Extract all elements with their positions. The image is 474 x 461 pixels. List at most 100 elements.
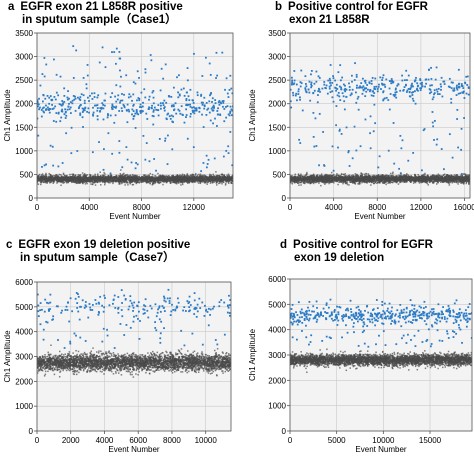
negative-droplet-point bbox=[102, 175, 104, 178]
negative-droplet-point bbox=[66, 182, 68, 184]
negative-droplet-point bbox=[226, 174, 228, 177]
negative-droplet-point bbox=[210, 174, 213, 176]
positive-droplet-point bbox=[373, 86, 376, 88]
positive-droplet-point bbox=[144, 68, 147, 71]
positive-droplet-point bbox=[189, 103, 192, 106]
positive-droplet-point bbox=[98, 141, 100, 143]
positive-droplet-point bbox=[334, 86, 337, 89]
negative-droplet-point bbox=[209, 178, 211, 181]
negative-droplet-point bbox=[184, 175, 187, 177]
positive-droplet-point bbox=[344, 87, 347, 90]
negative-droplet-point bbox=[134, 176, 136, 178]
negative-droplet-point bbox=[98, 176, 101, 178]
positive-droplet-point bbox=[355, 101, 358, 104]
positive-droplet-point bbox=[42, 100, 44, 103]
negative-droplet-point bbox=[117, 180, 120, 182]
negative-droplet-point bbox=[187, 177, 189, 179]
positive-droplet-point bbox=[163, 109, 166, 112]
negative-droplet-point bbox=[100, 178, 102, 180]
negative-droplet-point bbox=[127, 182, 129, 184]
positive-droplet-point bbox=[100, 106, 103, 109]
positive-droplet-point bbox=[37, 100, 39, 103]
negative-droplet-point bbox=[189, 174, 192, 176]
negative-droplet-point bbox=[83, 178, 85, 181]
negative-droplet-point bbox=[57, 175, 59, 177]
positive-droplet-point bbox=[178, 109, 181, 112]
negative-droplet-point bbox=[107, 181, 110, 184]
negative-droplet-point bbox=[134, 179, 136, 182]
negative-droplet-point bbox=[217, 182, 220, 185]
negative-droplet-point bbox=[121, 179, 124, 181]
negative-droplet-point bbox=[82, 182, 84, 185]
positive-droplet-point bbox=[435, 88, 438, 91]
negative-droplet-point bbox=[110, 175, 113, 178]
positive-droplet-point bbox=[121, 166, 124, 169]
positive-droplet-point bbox=[159, 89, 162, 92]
positive-droplet-point bbox=[398, 167, 401, 170]
positive-droplet-point bbox=[344, 90, 347, 93]
negative-droplet-point bbox=[224, 177, 227, 179]
positive-droplet-point bbox=[222, 101, 225, 104]
negative-droplet-point bbox=[207, 181, 210, 183]
positive-droplet-point bbox=[111, 51, 113, 54]
negative-droplet-point bbox=[186, 177, 188, 180]
negative-droplet-point bbox=[55, 176, 58, 179]
negative-droplet-point bbox=[45, 178, 48, 180]
positive-droplet-point bbox=[308, 91, 311, 94]
negative-droplet-point bbox=[222, 177, 225, 180]
positive-droplet-point bbox=[192, 111, 195, 114]
positive-droplet-point bbox=[150, 106, 153, 109]
negative-droplet-point bbox=[62, 177, 64, 179]
negative-droplet-point bbox=[94, 184, 97, 186]
positive-droplet-point bbox=[92, 113, 94, 116]
positive-droplet-point bbox=[72, 95, 75, 97]
negative-droplet-point bbox=[162, 176, 165, 178]
negative-droplet-point bbox=[131, 177, 134, 180]
negative-droplet-point bbox=[69, 173, 71, 176]
positive-droplet-point bbox=[294, 94, 297, 97]
negative-droplet-point bbox=[142, 178, 144, 181]
negative-droplet-point bbox=[344, 173, 346, 175]
negative-droplet-point bbox=[218, 176, 221, 178]
positive-droplet-point bbox=[145, 112, 148, 115]
positive-droplet-point bbox=[43, 106, 45, 109]
positive-droplet-point bbox=[49, 95, 52, 97]
negative-droplet-point bbox=[120, 175, 122, 177]
negative-droplet-point bbox=[367, 174, 370, 177]
plot-area bbox=[290, 33, 470, 198]
positive-droplet-point bbox=[152, 110, 155, 113]
negative-droplet-point bbox=[91, 177, 94, 179]
positive-droplet-point bbox=[63, 101, 66, 103]
negative-droplet-point bbox=[195, 177, 198, 179]
negative-droplet-point bbox=[42, 181, 45, 183]
positive-droplet-point bbox=[83, 109, 86, 112]
positive-droplet-point bbox=[231, 164, 233, 167]
negative-droplet-point bbox=[184, 175, 186, 178]
negative-droplet-point bbox=[112, 180, 115, 183]
negative-droplet-point bbox=[186, 181, 188, 183]
negative-droplet-point bbox=[119, 180, 121, 182]
negative-droplet-point bbox=[115, 178, 118, 180]
positive-droplet-point bbox=[107, 113, 109, 115]
negative-droplet-point bbox=[56, 175, 59, 178]
positive-droplet-point bbox=[331, 81, 334, 84]
negative-droplet-point bbox=[232, 174, 233, 176]
positive-droplet-point bbox=[186, 137, 189, 140]
positive-droplet-point bbox=[223, 108, 226, 110]
negative-droplet-point bbox=[468, 183, 470, 185]
negative-droplet-point bbox=[138, 181, 141, 183]
positive-droplet-point bbox=[115, 47, 118, 50]
positive-droplet-point bbox=[460, 173, 463, 175]
negative-droplet-point bbox=[191, 175, 194, 177]
positive-droplet-point bbox=[372, 130, 375, 133]
positive-droplet-point bbox=[330, 84, 332, 87]
positive-droplet-point bbox=[401, 139, 404, 142]
negative-droplet-point bbox=[104, 182, 106, 184]
positive-droplet-point bbox=[65, 132, 68, 135]
positive-droplet-point bbox=[210, 107, 213, 110]
positive-droplet-point bbox=[185, 116, 187, 118]
positive-droplet-point bbox=[343, 88, 346, 91]
positive-droplet-point bbox=[132, 81, 135, 84]
positive-droplet-point bbox=[139, 110, 142, 113]
positive-droplet-point bbox=[466, 84, 469, 86]
